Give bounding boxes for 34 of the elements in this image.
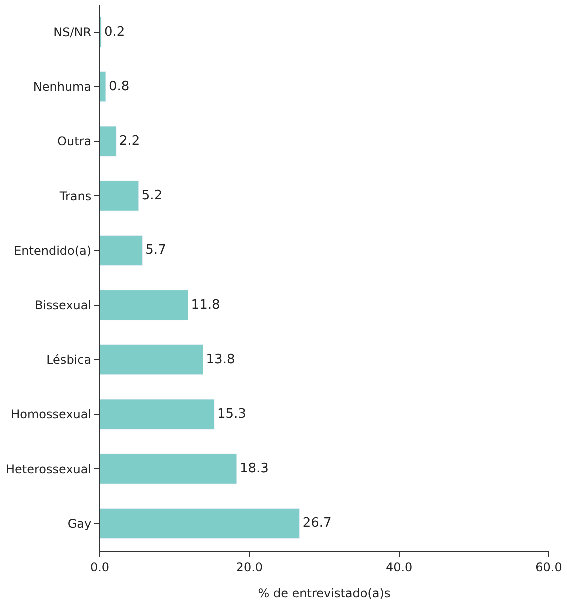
bar (100, 399, 215, 430)
y-tick-label: Bissexual (34, 298, 92, 312)
y-tick-label: Nenhuma (33, 80, 92, 94)
data-label: 0.2 (104, 24, 126, 40)
y-tick-label: Outra (58, 134, 92, 149)
data-label: 13.8 (206, 352, 236, 368)
x-axis-title: % de entrevistado(a)s (258, 586, 391, 600)
y-tick-label: Homossexual (11, 408, 92, 422)
data-label: 2.2 (119, 134, 140, 150)
x-tick-label: 20.0 (236, 560, 264, 574)
data-label: 15.3 (218, 407, 246, 422)
y-tick-label: Heterossexual (6, 462, 92, 476)
x-tick-label: 0.0 (90, 560, 110, 574)
y-tick-label: NS/NR (54, 26, 92, 40)
x-tick-label: 40.0 (386, 560, 413, 574)
data-label: 18.3 (240, 462, 269, 477)
bar (100, 508, 300, 539)
x-tick-label: 60.0 (536, 560, 562, 574)
bar (100, 344, 204, 376)
data-label: 11.8 (191, 298, 220, 313)
data-label: 26.7 (302, 516, 332, 532)
y-tick-label: Gay (68, 516, 92, 531)
bar (100, 235, 143, 266)
bar (100, 454, 238, 484)
data-label: 5.7 (146, 243, 166, 258)
y-tick-label: Lésbica (46, 353, 92, 368)
y-tick-label: Entendido(a) (14, 244, 92, 258)
bar (100, 72, 106, 102)
bar (100, 126, 117, 157)
y-tick-label: Trans (58, 189, 92, 204)
bar (100, 180, 140, 212)
bar (100, 290, 189, 321)
data-label: 5.2 (142, 188, 163, 204)
data-label: 0.8 (108, 79, 130, 94)
